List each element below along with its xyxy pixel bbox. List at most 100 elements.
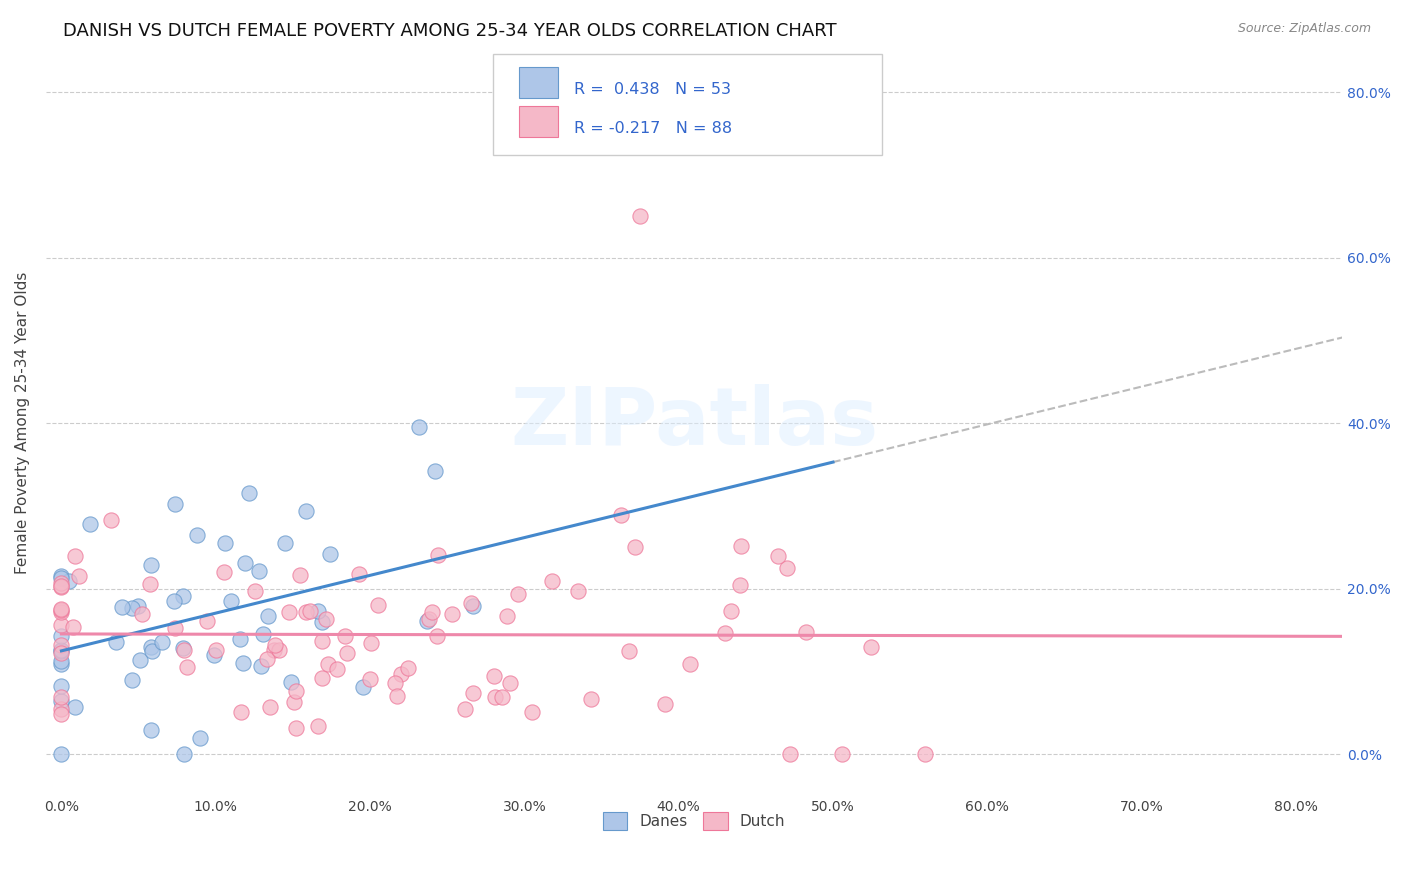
Point bbox=[326, 661, 349, 675]
Point bbox=[51, 694, 73, 708]
Point bbox=[794, 625, 817, 640]
Point bbox=[111, 600, 134, 615]
Y-axis label: Female Poverty Among 25-34 Year Olds: Female Poverty Among 25-34 Year Olds bbox=[15, 272, 30, 574]
Point bbox=[367, 599, 389, 613]
Point bbox=[385, 689, 408, 703]
Point bbox=[51, 638, 73, 652]
Point bbox=[311, 634, 333, 648]
Point bbox=[51, 605, 73, 619]
FancyBboxPatch shape bbox=[519, 67, 558, 98]
Point bbox=[860, 640, 883, 655]
Point bbox=[776, 561, 799, 575]
Point bbox=[51, 646, 73, 660]
Point bbox=[51, 707, 73, 722]
Point bbox=[249, 659, 271, 673]
Point bbox=[51, 643, 73, 657]
Point bbox=[259, 700, 281, 714]
Point bbox=[79, 516, 101, 531]
Point bbox=[617, 644, 640, 658]
Point bbox=[195, 615, 218, 629]
Point bbox=[67, 569, 90, 583]
Point bbox=[311, 615, 333, 629]
Point bbox=[499, 676, 522, 690]
Point bbox=[396, 661, 419, 675]
Legend: Danes, Dutch: Danes, Dutch bbox=[596, 806, 792, 836]
Point bbox=[232, 656, 254, 670]
Point bbox=[359, 672, 381, 686]
Point bbox=[51, 657, 73, 671]
Point bbox=[347, 566, 370, 581]
Point bbox=[51, 575, 73, 590]
Point bbox=[730, 539, 752, 553]
Point bbox=[139, 558, 162, 573]
Point bbox=[51, 642, 73, 657]
Point bbox=[294, 605, 316, 619]
Point bbox=[914, 747, 936, 761]
Point bbox=[186, 527, 208, 541]
Text: DANISH VS DUTCH FEMALE POVERTY AMONG 25-34 YEAR OLDS CORRELATION CHART: DANISH VS DUTCH FEMALE POVERTY AMONG 25-… bbox=[63, 22, 837, 40]
Point bbox=[728, 578, 751, 592]
Point bbox=[360, 636, 382, 650]
Point bbox=[319, 547, 342, 561]
Point bbox=[121, 673, 143, 687]
Point bbox=[263, 643, 285, 657]
Point bbox=[273, 536, 295, 550]
Point bbox=[389, 667, 412, 681]
Point bbox=[121, 601, 143, 615]
Text: ZIPatlas: ZIPatlas bbox=[510, 384, 879, 462]
Point bbox=[714, 625, 737, 640]
Point bbox=[229, 705, 252, 719]
Point bbox=[779, 747, 801, 761]
FancyBboxPatch shape bbox=[519, 106, 558, 137]
Point bbox=[252, 627, 274, 641]
Point bbox=[188, 731, 211, 745]
Point bbox=[426, 630, 449, 644]
Point bbox=[51, 702, 73, 716]
Point bbox=[408, 420, 430, 434]
Point bbox=[51, 617, 73, 632]
Point bbox=[624, 540, 647, 554]
Point bbox=[51, 601, 73, 615]
Point bbox=[280, 675, 302, 690]
Point bbox=[63, 699, 86, 714]
Point bbox=[423, 464, 446, 478]
Point bbox=[141, 723, 163, 737]
Point bbox=[264, 638, 287, 652]
Point bbox=[131, 607, 153, 621]
Point bbox=[336, 647, 359, 661]
Point bbox=[307, 604, 329, 618]
Point bbox=[461, 599, 484, 613]
Point bbox=[316, 657, 339, 672]
Point bbox=[284, 722, 307, 736]
Point bbox=[311, 671, 333, 685]
Point bbox=[610, 508, 633, 522]
Point bbox=[202, 648, 225, 662]
Point bbox=[51, 603, 73, 617]
Point bbox=[294, 504, 316, 518]
Point bbox=[567, 584, 589, 599]
Text: R = -0.217   N = 88: R = -0.217 N = 88 bbox=[574, 121, 731, 136]
Point bbox=[307, 719, 329, 733]
Point bbox=[51, 654, 73, 668]
Point bbox=[139, 640, 162, 655]
Point bbox=[679, 657, 702, 671]
Point bbox=[440, 607, 463, 621]
Point bbox=[214, 536, 236, 550]
Point bbox=[520, 705, 543, 719]
Point bbox=[150, 635, 173, 649]
Point bbox=[104, 634, 127, 648]
Point bbox=[247, 564, 270, 578]
Point bbox=[257, 609, 280, 624]
Point bbox=[139, 577, 162, 591]
Point bbox=[315, 611, 337, 625]
Point bbox=[212, 566, 235, 580]
Point bbox=[418, 612, 440, 626]
Point bbox=[176, 660, 198, 674]
Point bbox=[51, 690, 73, 704]
Point bbox=[453, 701, 475, 715]
Point bbox=[163, 594, 186, 608]
Point bbox=[460, 596, 482, 610]
Point bbox=[165, 621, 187, 635]
Point bbox=[766, 549, 789, 564]
Point bbox=[290, 568, 312, 582]
